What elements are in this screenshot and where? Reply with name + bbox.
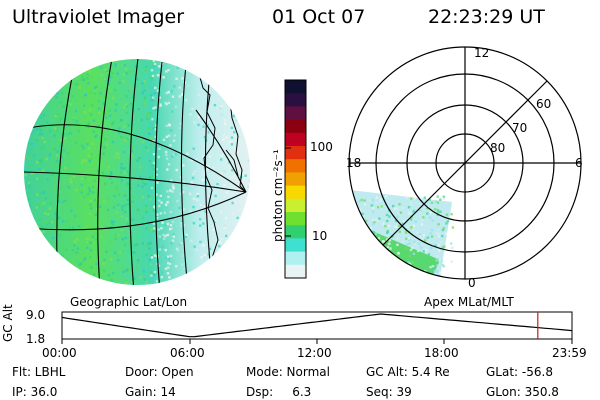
right-map-label: Apex MLat/MLT — [424, 295, 514, 309]
time-tick-2359: 23:59 — [552, 346, 587, 360]
polar-aurora-patch — [350, 190, 455, 279]
polar-label-18: 18 — [346, 156, 362, 170]
time-tick-1800: 18:00 — [424, 346, 459, 360]
status-gc-alt: GC Alt: 5.4 Re — [366, 365, 450, 379]
altitude-ytick-9: 9.0 — [26, 308, 46, 322]
colorbar-tick-10: 10 — [312, 229, 328, 243]
polar-label-12: 12 — [474, 46, 490, 60]
status-dsp: Dsp: 6.3 — [246, 385, 312, 399]
time-label: 22:23:29 UT — [428, 6, 545, 28]
status-glat: GLat: -56.8 — [486, 365, 553, 379]
status-seq: Seq: 39 — [366, 385, 412, 399]
ring-label-70: 70 — [512, 121, 528, 135]
colorbar-unit-label: photon cm⁻²s⁻¹ — [271, 149, 285, 242]
status-door: Door: Open — [125, 365, 194, 379]
status-mode: Mode: Normal — [246, 365, 330, 379]
time-tick-0000: 00:00 — [42, 346, 77, 360]
status-flt: Flt: LBHL — [12, 365, 66, 379]
color-bar — [284, 79, 307, 279]
altitude-plot — [61, 311, 573, 344]
colorbar-tick-100: 100 — [310, 140, 333, 154]
polar-plot — [348, 46, 582, 280]
altitude-ytick-1.8: 1.8 — [26, 332, 46, 346]
lat-lon-grid — [24, 59, 247, 285]
instrument-title: Ultraviolet Imager — [12, 6, 185, 28]
status-glon: GLon: 350.8 — [486, 385, 559, 399]
polar-label-6: 6 — [575, 156, 583, 170]
ring-label-60: 60 — [536, 97, 552, 111]
altitude-ylabel: GC Alt — [1, 304, 15, 342]
time-tick-0600: 06:00 — [170, 346, 205, 360]
status-ip: IP: 36.0 — [12, 385, 58, 399]
time-tick-1200: 12:00 — [297, 346, 332, 360]
left-map-label: Geographic Lat/Lon — [70, 295, 188, 309]
ring-label-80: 80 — [490, 141, 506, 155]
date-label: 01 Oct 07 — [272, 6, 366, 28]
status-gain: Gain: 14 — [125, 385, 176, 399]
polar-label-0: 0 — [468, 276, 476, 290]
geographic-map — [24, 59, 250, 285]
